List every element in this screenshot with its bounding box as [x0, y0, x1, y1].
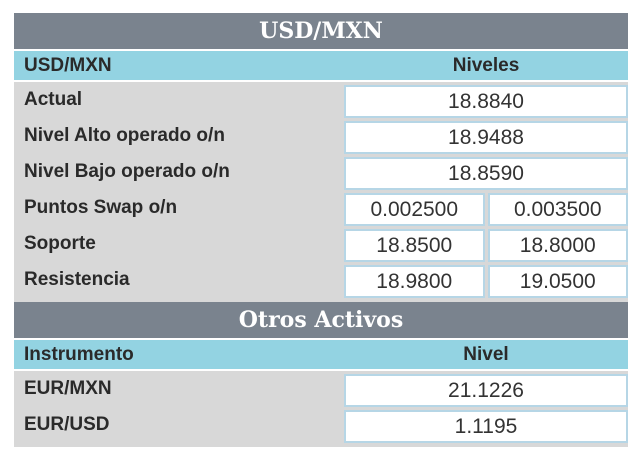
otros-col-label: Instrumento [24, 343, 134, 365]
market-levels-table: USD/MXN USD/MXN Niveles Actual 18.8840 N… [14, 13, 628, 447]
table-row-actual: Actual 18.8840 [14, 82, 628, 118]
table-row-soporte: Soporte 18.8500 18.8000 [14, 226, 628, 262]
table-row-nivel-bajo: Nivel Bajo operado o/n 18.8590 [14, 154, 628, 190]
value-cell: 18.8500 [344, 229, 485, 262]
value-cell: 19.0500 [487, 265, 628, 298]
table-row-eur-mxn: EUR/MXN 21.1226 [14, 371, 628, 407]
otros-header-row: Instrumento Nivel [14, 340, 628, 371]
table-bottom [14, 443, 628, 447]
table-row-nivel-alto: Nivel Alto operado o/n 18.9488 [14, 118, 628, 154]
value-cell: 21.1226 [344, 374, 628, 407]
usd-mxn-header-row: USD/MXN Niveles [14, 51, 628, 82]
row-label: Nivel Alto operado o/n [24, 125, 225, 146]
value-cell: 18.8000 [487, 229, 628, 262]
table-row-resistencia: Resistencia 18.9800 19.0500 [14, 262, 628, 298]
row-label: Resistencia [24, 269, 130, 290]
value-cell: 18.9488 [344, 121, 628, 154]
row-label: Puntos Swap o/n [24, 197, 178, 218]
usd-mxn-col-label: USD/MXN [24, 54, 112, 76]
value-cell: 0.003500 [487, 193, 628, 226]
value-cell: 18.8590 [344, 157, 628, 190]
otros-col-value: Nivel [463, 343, 509, 365]
value-cell: 1.1195 [344, 410, 628, 443]
row-label: Actual [24, 89, 83, 110]
value-cell: 0.002500 [344, 193, 485, 226]
otros-activos-title: Otros Activos [14, 302, 628, 340]
section-divider [14, 298, 628, 302]
value-cell: 18.8840 [344, 85, 628, 118]
row-label: EUR/USD [24, 414, 110, 435]
value-cell: 18.9800 [344, 265, 485, 298]
table-row-puntos-swap: Puntos Swap o/n 0.002500 0.003500 [14, 190, 628, 226]
table-row-eur-usd: EUR/USD 1.1195 [14, 407, 628, 443]
usd-mxn-title: USD/MXN [14, 13, 628, 51]
row-label: Soporte [24, 233, 96, 254]
row-label: Nivel Bajo operado o/n [24, 161, 230, 182]
row-label: EUR/MXN [24, 378, 112, 399]
usd-mxn-col-value: Niveles [452, 54, 520, 76]
